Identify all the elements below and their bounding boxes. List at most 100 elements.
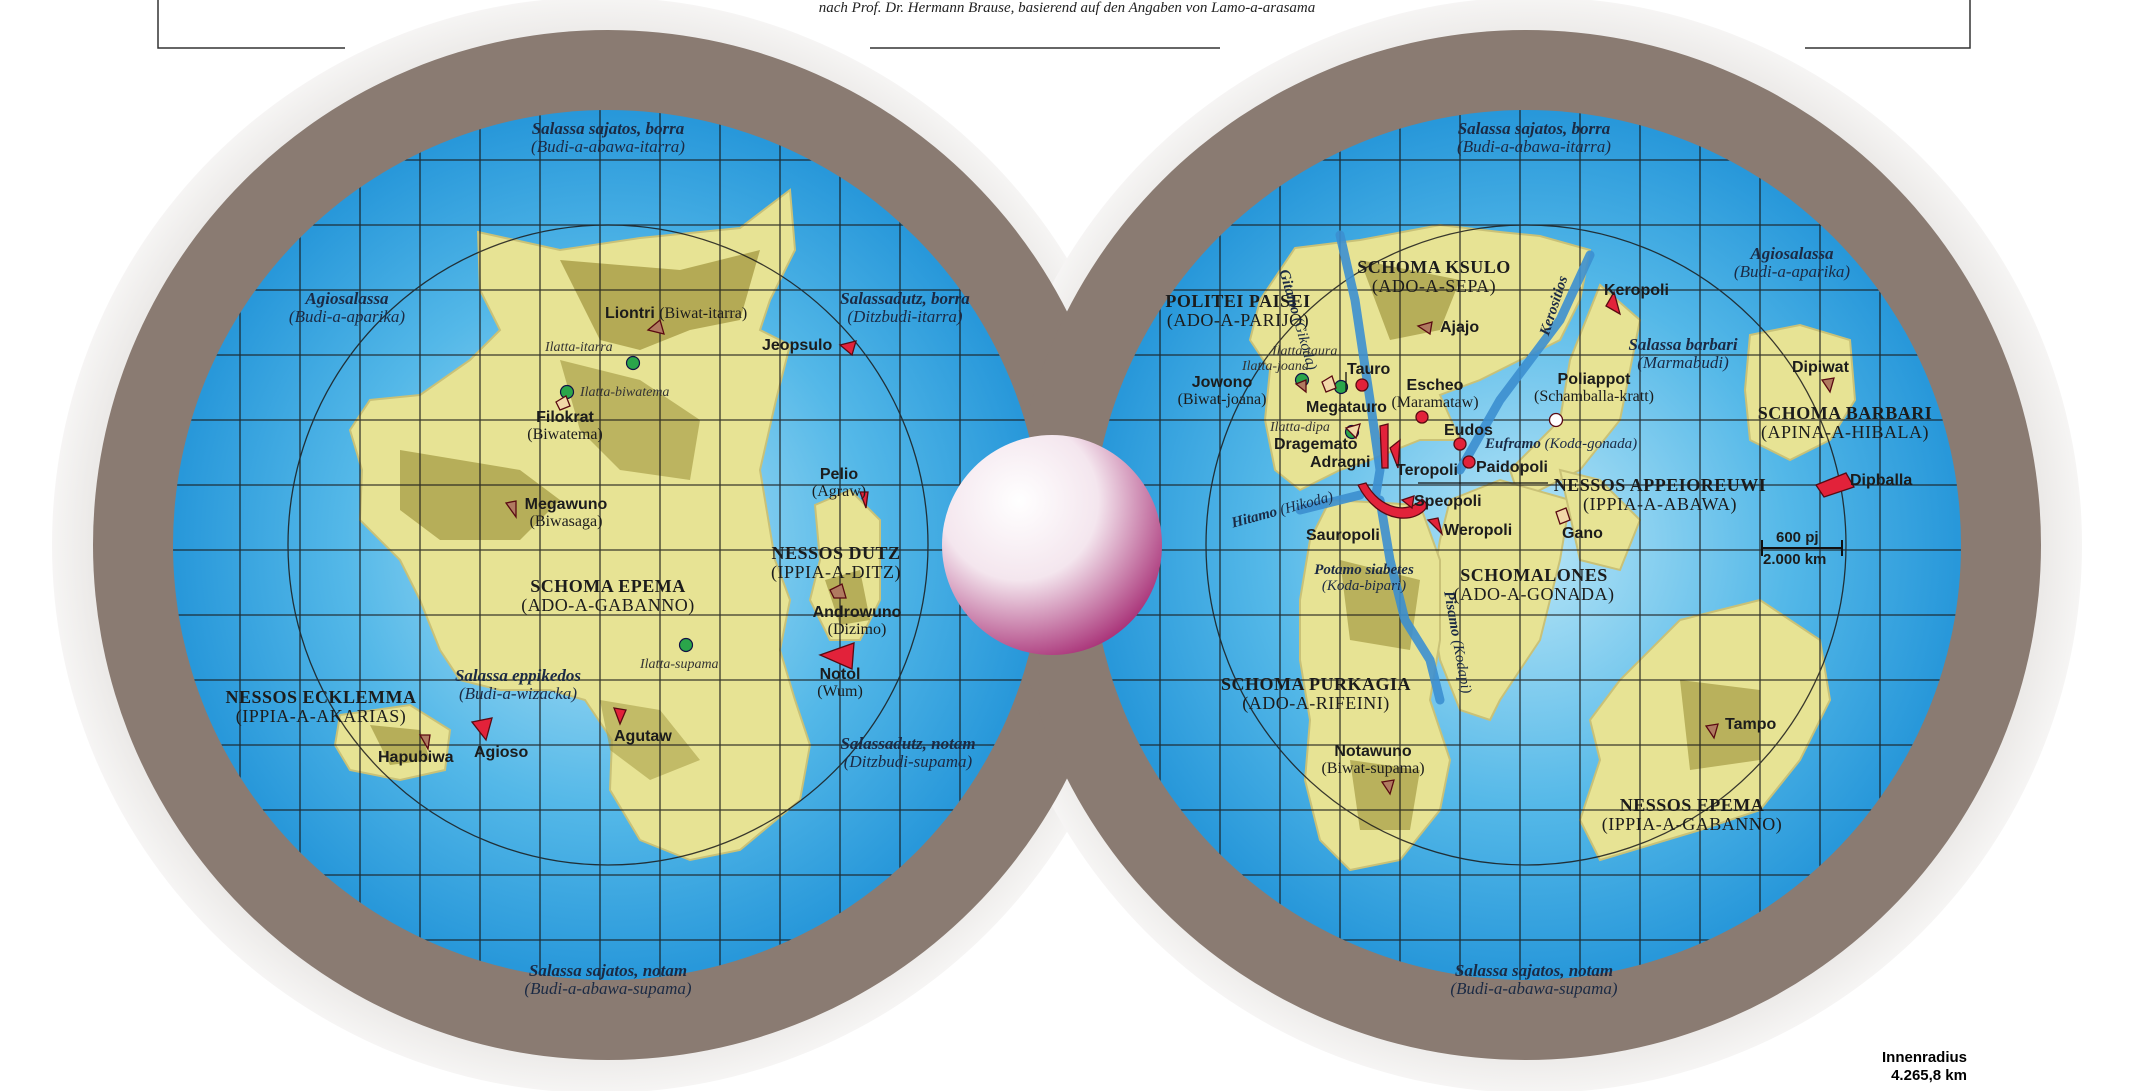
west-land (333, 188, 881, 862)
city-label: Eudos (1444, 422, 1493, 439)
agioso-marker (470, 717, 493, 742)
lake-marker (678, 637, 694, 653)
teropoli-marker (1389, 438, 1401, 469)
sea-label: Salassa sajatos, notam (Budi-a-abawa-supa… (1450, 961, 1618, 998)
header-frame (157, 0, 1971, 49)
jowono-marker (1294, 379, 1307, 394)
city-label: Jowono (Biwat-joana) (1177, 374, 1267, 408)
jeopsulo-marker (838, 340, 857, 357)
lake-marker (559, 384, 575, 400)
city-label: Filokrat (Biwatema) (527, 409, 603, 443)
map-credit: nach Prof. Dr. Hermann Brause, basierend… (818, 0, 1316, 16)
region-label: NESSOS DUTZ (IPPIA-A-DITZ) (771, 543, 901, 582)
megawuno-marker (504, 500, 517, 520)
city-label: Androwuno (Dizimo) (812, 604, 902, 638)
city-label: Megatauro (1306, 399, 1387, 416)
lake-label: Ilatta-itarra (545, 340, 613, 355)
city-label: Adragni (1310, 454, 1371, 471)
notawuno-marker (1380, 779, 1395, 796)
sea-label: Salassa barbari (Marmabudi) (1628, 335, 1738, 372)
central-sun (942, 435, 1162, 655)
city-label: Hapubiwa (378, 749, 454, 766)
sea-label: Agiosalassa (Budi-a-aparika) (1733, 244, 1851, 281)
sea-label: Salassadutz, notam (Ditzbudi-supama) (840, 734, 976, 771)
region-label: POLITEI PAISEI (ADO-A-PARIJO) (1165, 291, 1311, 330)
escheo-marker (1415, 410, 1429, 424)
city-label: Teropoli (1396, 462, 1458, 479)
sea-label: Salassa sajatos, borra (Budi-a-abawa-itar… (531, 119, 685, 156)
city-label: Pelio (Agraw) (811, 466, 867, 500)
region-label: SCHOMA PURKAGIA (ADO-A-RIFEINI) (1220, 674, 1412, 713)
poliappot-marker (1548, 412, 1564, 428)
notol-marker (818, 642, 855, 670)
city-label: Poliappot (Schamballa-kratt) (1534, 371, 1654, 405)
adragni-marker (1379, 423, 1389, 469)
river-label: Euframo (Koda-gonada) (1485, 436, 1638, 452)
scale-top-label: 600 pj (1776, 529, 1819, 546)
city-label: Liontri (Biwat-itarra) (605, 305, 748, 322)
river-label: Potamo siabetes (Koda-bipari) (1314, 562, 1414, 594)
inner-radius-note: Innenradius 4.265,8 km (1881, 1049, 1967, 1084)
androwuno-marker (829, 583, 847, 599)
dragemato-marker (1344, 423, 1361, 440)
city-label: Agioso (474, 744, 529, 761)
region-label: SCHOMA KSULO (ADO-A-SEPA) (1357, 257, 1511, 296)
speopoli-marker (1357, 482, 1429, 519)
region-label: SCHOMA EPEMA (ADO-A-GABANNO) (521, 576, 695, 615)
city-label: Jeopsulo (762, 337, 833, 354)
paidopoli-marker (1462, 455, 1476, 469)
scale-bar (1761, 540, 1843, 556)
city-label: Notawuno (Biwat-supama) (1321, 743, 1425, 777)
lake-label: Ilatta-dipa (1270, 420, 1330, 435)
sea-label: Salassa eppikedos (Budi-a-wizacka) (454, 666, 582, 703)
east-land (1248, 223, 1857, 872)
tauro-marker (1355, 378, 1369, 392)
city-label: Dipballa (1850, 472, 1913, 489)
eudos-marker (1453, 437, 1467, 451)
sauropoli-marker (1400, 495, 1415, 510)
sea-label: Agiosalassa (Budi-a-aparika) (288, 289, 406, 326)
dipiwat-marker (1820, 377, 1835, 394)
sea-label: Salassadutz, borra (Ditzbudi-itarra) (840, 289, 970, 326)
city-label: Dragemato (1274, 436, 1358, 453)
lake-marker (625, 355, 641, 371)
sea-label: Salassa sajatos, borra (Budi-a-abawa-itar… (1457, 119, 1611, 156)
city-markers (418, 290, 1855, 796)
region-label: NESSOS EPEMA (IPPIA-A-GABANNO) (1601, 795, 1783, 834)
schoma-barbari-land (1743, 323, 1857, 462)
city-label: Weropoli (1444, 522, 1513, 539)
city-label: Keropoli (1604, 282, 1669, 299)
city-label: Tauro (1347, 361, 1391, 378)
pelio-marker (859, 491, 869, 509)
region-label: SCHOMALONES (ADO-A-GONADA) (1453, 565, 1615, 604)
agutaw-marker (612, 707, 627, 726)
liontri-marker (646, 318, 665, 335)
dipballa-marker (1815, 472, 1855, 498)
scale-bottom-label: 2.000 km (1763, 551, 1827, 568)
city-label: Tampo (1725, 716, 1777, 733)
keropoli-marker (1605, 290, 1622, 316)
gano-marker (1555, 507, 1571, 525)
lake-label: Ilatta-supama (640, 657, 719, 672)
east-graticule (1091, 110, 1961, 980)
filokrat-marker (555, 395, 571, 411)
lake-label: Ilatta-joana (1242, 359, 1309, 374)
schoma-epema-land (348, 188, 812, 862)
region-label: NESSOS ECKLEMMA (IPPIA-A-AKARIAS) (225, 687, 417, 726)
ilatta-taura-marker (1321, 375, 1337, 393)
tampo-marker (1704, 723, 1719, 740)
region-label: SCHOMA BARBARI (APINA-A-HIBALA) (1757, 403, 1933, 442)
city-label: Ajajo (1440, 319, 1480, 336)
city-label: Escheo (Maramataw) (1391, 377, 1479, 411)
lake-label: Ilatta-biwatema (580, 385, 670, 400)
hapubiwa-marker (418, 734, 431, 751)
city-label: Sauropoli (1306, 527, 1380, 544)
lake-label: Ilatta-taura (1272, 344, 1338, 359)
leader-lines (1345, 372, 1548, 484)
city-label: Dipiwat (1792, 359, 1849, 376)
city-label: Paidopoli (1476, 459, 1548, 476)
city-label: Gano (1562, 525, 1603, 542)
east-rivers (1295, 230, 1595, 705)
weropoli-marker (1426, 517, 1444, 537)
